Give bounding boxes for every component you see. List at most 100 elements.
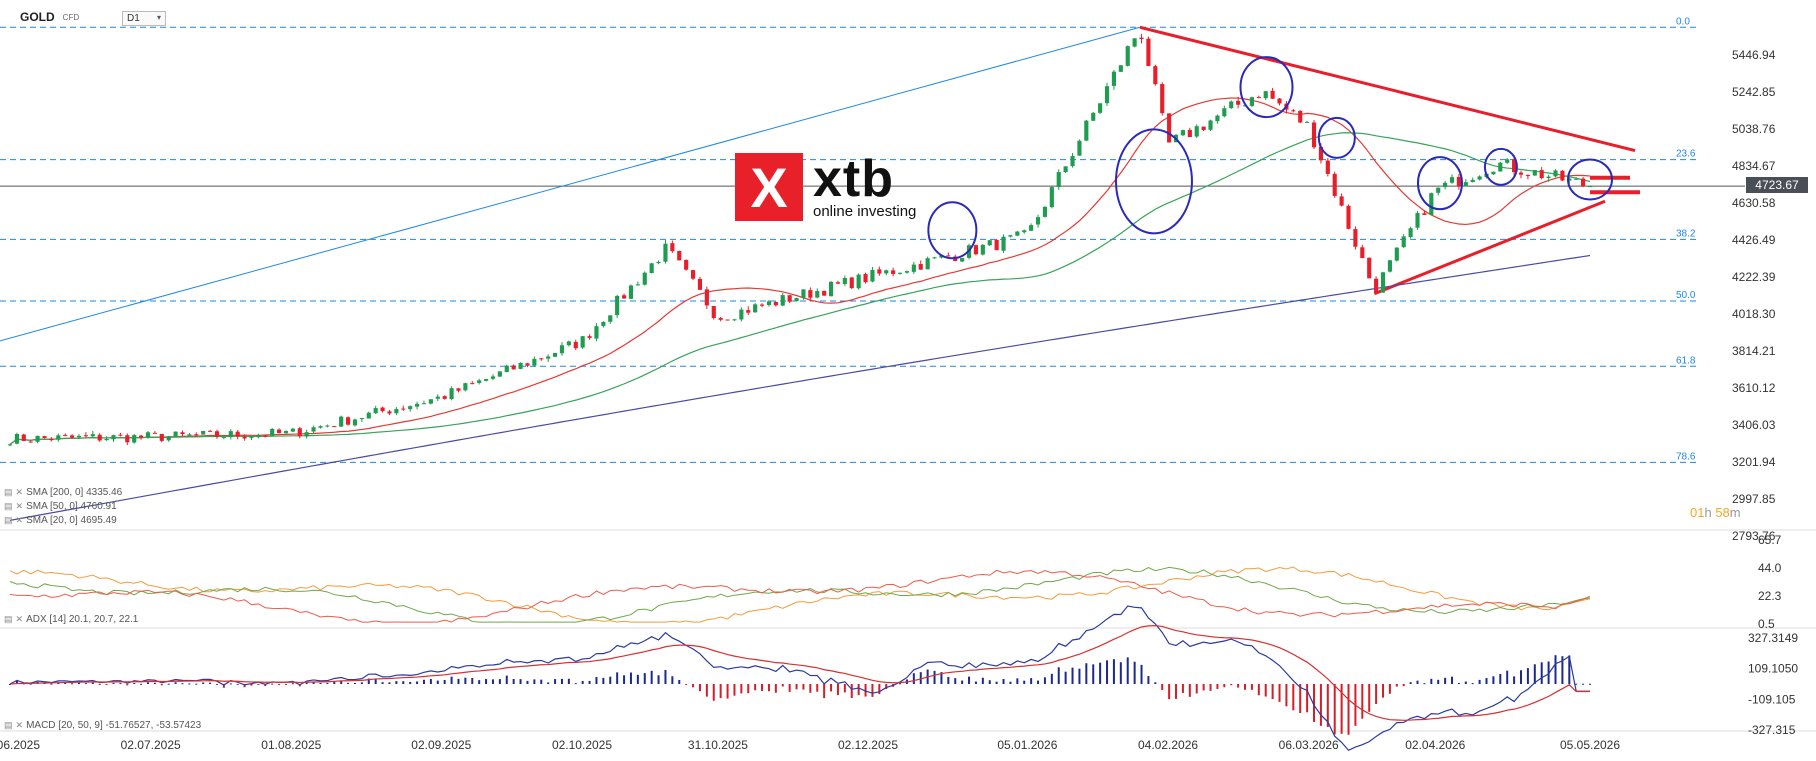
candle-219: [1518, 172, 1524, 175]
adx-series-2: [9, 569, 1591, 623]
candle-74: [518, 362, 523, 369]
legend-sma50-label: SMA [50, 0] 4760.91: [26, 501, 117, 512]
candle-89: [621, 295, 627, 299]
close-icon[interactable]: ✕: [15, 487, 24, 497]
macd-hist-bar-106: [740, 684, 743, 694]
macd-hist-bar-173: [1202, 684, 1205, 691]
candle-183: [1270, 90, 1275, 99]
macd-hist-bar-213: [1478, 679, 1481, 684]
candle-10: [76, 435, 82, 438]
macd-tick-label-1: 109.1050: [1748, 662, 1798, 676]
timeframe-select[interactable]: D1 ▾: [122, 11, 166, 26]
macd-hist-bar-226: [1568, 655, 1571, 684]
macd-hist-bar-120: [836, 684, 839, 696]
symbol-name[interactable]: GOLD: [20, 10, 55, 24]
legend-sma50[interactable]: ▤ ✕ SMA [50, 0] 4760.91: [4, 501, 117, 512]
fib-level-label-5: 78.6: [1676, 451, 1696, 462]
close-icon[interactable]: ✕: [15, 515, 24, 525]
settings-icon[interactable]: ▤: [4, 515, 13, 525]
macd-hist-bar-82: [574, 683, 577, 685]
macd-hist-bar-54: [381, 682, 384, 684]
date-tick-label-1: 02.07.2025: [121, 738, 181, 752]
macd-hist-bar-129: [899, 683, 902, 685]
macd-hist-bar-22: [160, 684, 163, 686]
legend-adx-label: ADX [14] 20.1, 20.7, 22.1: [26, 614, 139, 625]
macd-hist-bar-90: [629, 672, 632, 684]
candle-118: [822, 290, 827, 296]
legend-macd[interactable]: ▤ ✕ MACD [20, 50, 9] -51.76527, -53.57423: [4, 720, 201, 731]
macd-hist-bar-204: [1416, 680, 1419, 684]
candle-153: [1063, 166, 1068, 173]
candle-50: [352, 419, 358, 426]
fib-level-label-0: 0.0: [1676, 16, 1690, 27]
date-tick-label-10: 02.04.2026: [1405, 738, 1465, 752]
candle-141: [980, 244, 985, 255]
candle-26: [187, 434, 192, 436]
close-icon[interactable]: ✕: [15, 501, 24, 511]
candle-215: [1491, 171, 1496, 175]
macd-hist-bar-150: [1043, 677, 1046, 684]
candle-countdown: 01h 58m: [1690, 505, 1741, 520]
logo-tagline: online investing: [813, 202, 917, 220]
macd-hist-bar-110: [767, 684, 770, 692]
macd-hist-bar-81: [567, 678, 570, 684]
macd-hist-bar-43: [305, 682, 308, 684]
macd-tick-label-0: 327.3149: [1748, 631, 1798, 645]
candle-36: [256, 434, 261, 438]
candle-37: [263, 435, 268, 437]
macd-hist-bar-115: [802, 684, 805, 690]
macd-hist-bar-139: [968, 676, 971, 684]
price-tick-label-9: 3610.12: [1732, 381, 1776, 395]
candle-92: [642, 272, 647, 285]
macd-hist-bar-76: [533, 679, 536, 684]
macd-hist-bar-156: [1085, 663, 1088, 684]
fib-anchor-line: [0, 26, 1141, 342]
date-tick-label-11: 05.05.2026: [1560, 738, 1620, 752]
macd-hist-bar-116: [809, 684, 812, 693]
legend-adx[interactable]: ▤ ✕ ADX [14] 20.1, 20.7, 22.1: [4, 614, 138, 625]
candle-76: [532, 358, 537, 366]
macd-hist-bar-111: [774, 684, 777, 693]
candle-53: [373, 408, 378, 414]
settings-icon[interactable]: ▤: [4, 501, 13, 511]
adx-series-1: [9, 566, 1591, 623]
candle-140: [973, 245, 979, 255]
candle-129: [897, 272, 903, 274]
candle-87: [608, 315, 613, 322]
macd-hist-bar-152: [1057, 667, 1060, 684]
macd-hist-bar-220: [1526, 668, 1529, 684]
candle-5: [42, 436, 47, 438]
macd-hist-bar-27: [195, 683, 198, 685]
highlight-ellipse-1: [1114, 128, 1193, 235]
macd-hist-bar-223: [1547, 661, 1550, 684]
candle-190: [1318, 146, 1323, 161]
macd-hist-bar-51: [360, 682, 363, 684]
settings-icon[interactable]: ▤: [4, 614, 13, 624]
macd-hist-bar-56: [395, 681, 398, 684]
candle-21: [152, 432, 157, 434]
legend-sma20[interactable]: ▤ ✕ SMA [20, 0] 4695.49: [4, 515, 117, 526]
close-icon[interactable]: ✕: [15, 614, 24, 624]
legend-sma200[interactable]: ▤ ✕ SMA [200, 0] 4335.46: [4, 487, 122, 498]
candle-145: [1008, 235, 1013, 237]
macd-hist-bar-95: [664, 669, 667, 684]
macd-hist-bar-15: [112, 682, 115, 684]
candle-57: [401, 408, 406, 410]
close-icon[interactable]: ✕: [15, 720, 24, 730]
macd-hist-bar-201: [1395, 684, 1398, 687]
candle-122: [849, 277, 854, 289]
settings-icon[interactable]: ▤: [4, 720, 13, 730]
macd-hist-bar-144: [1002, 678, 1005, 684]
candle-151: [1049, 187, 1054, 208]
macd-hist-bar-77: [540, 679, 543, 684]
macd-hist-bar-86: [602, 677, 605, 684]
chevron-down-icon: ▾: [156, 13, 161, 22]
candle-124: [863, 274, 868, 283]
macd-hist-bar-62: [436, 680, 439, 684]
candle-156: [1084, 120, 1089, 141]
candle-81: [566, 341, 571, 346]
candle-134: [932, 257, 937, 259]
settings-icon[interactable]: ▤: [4, 487, 13, 497]
countdown-hours: 01: [1690, 505, 1705, 520]
